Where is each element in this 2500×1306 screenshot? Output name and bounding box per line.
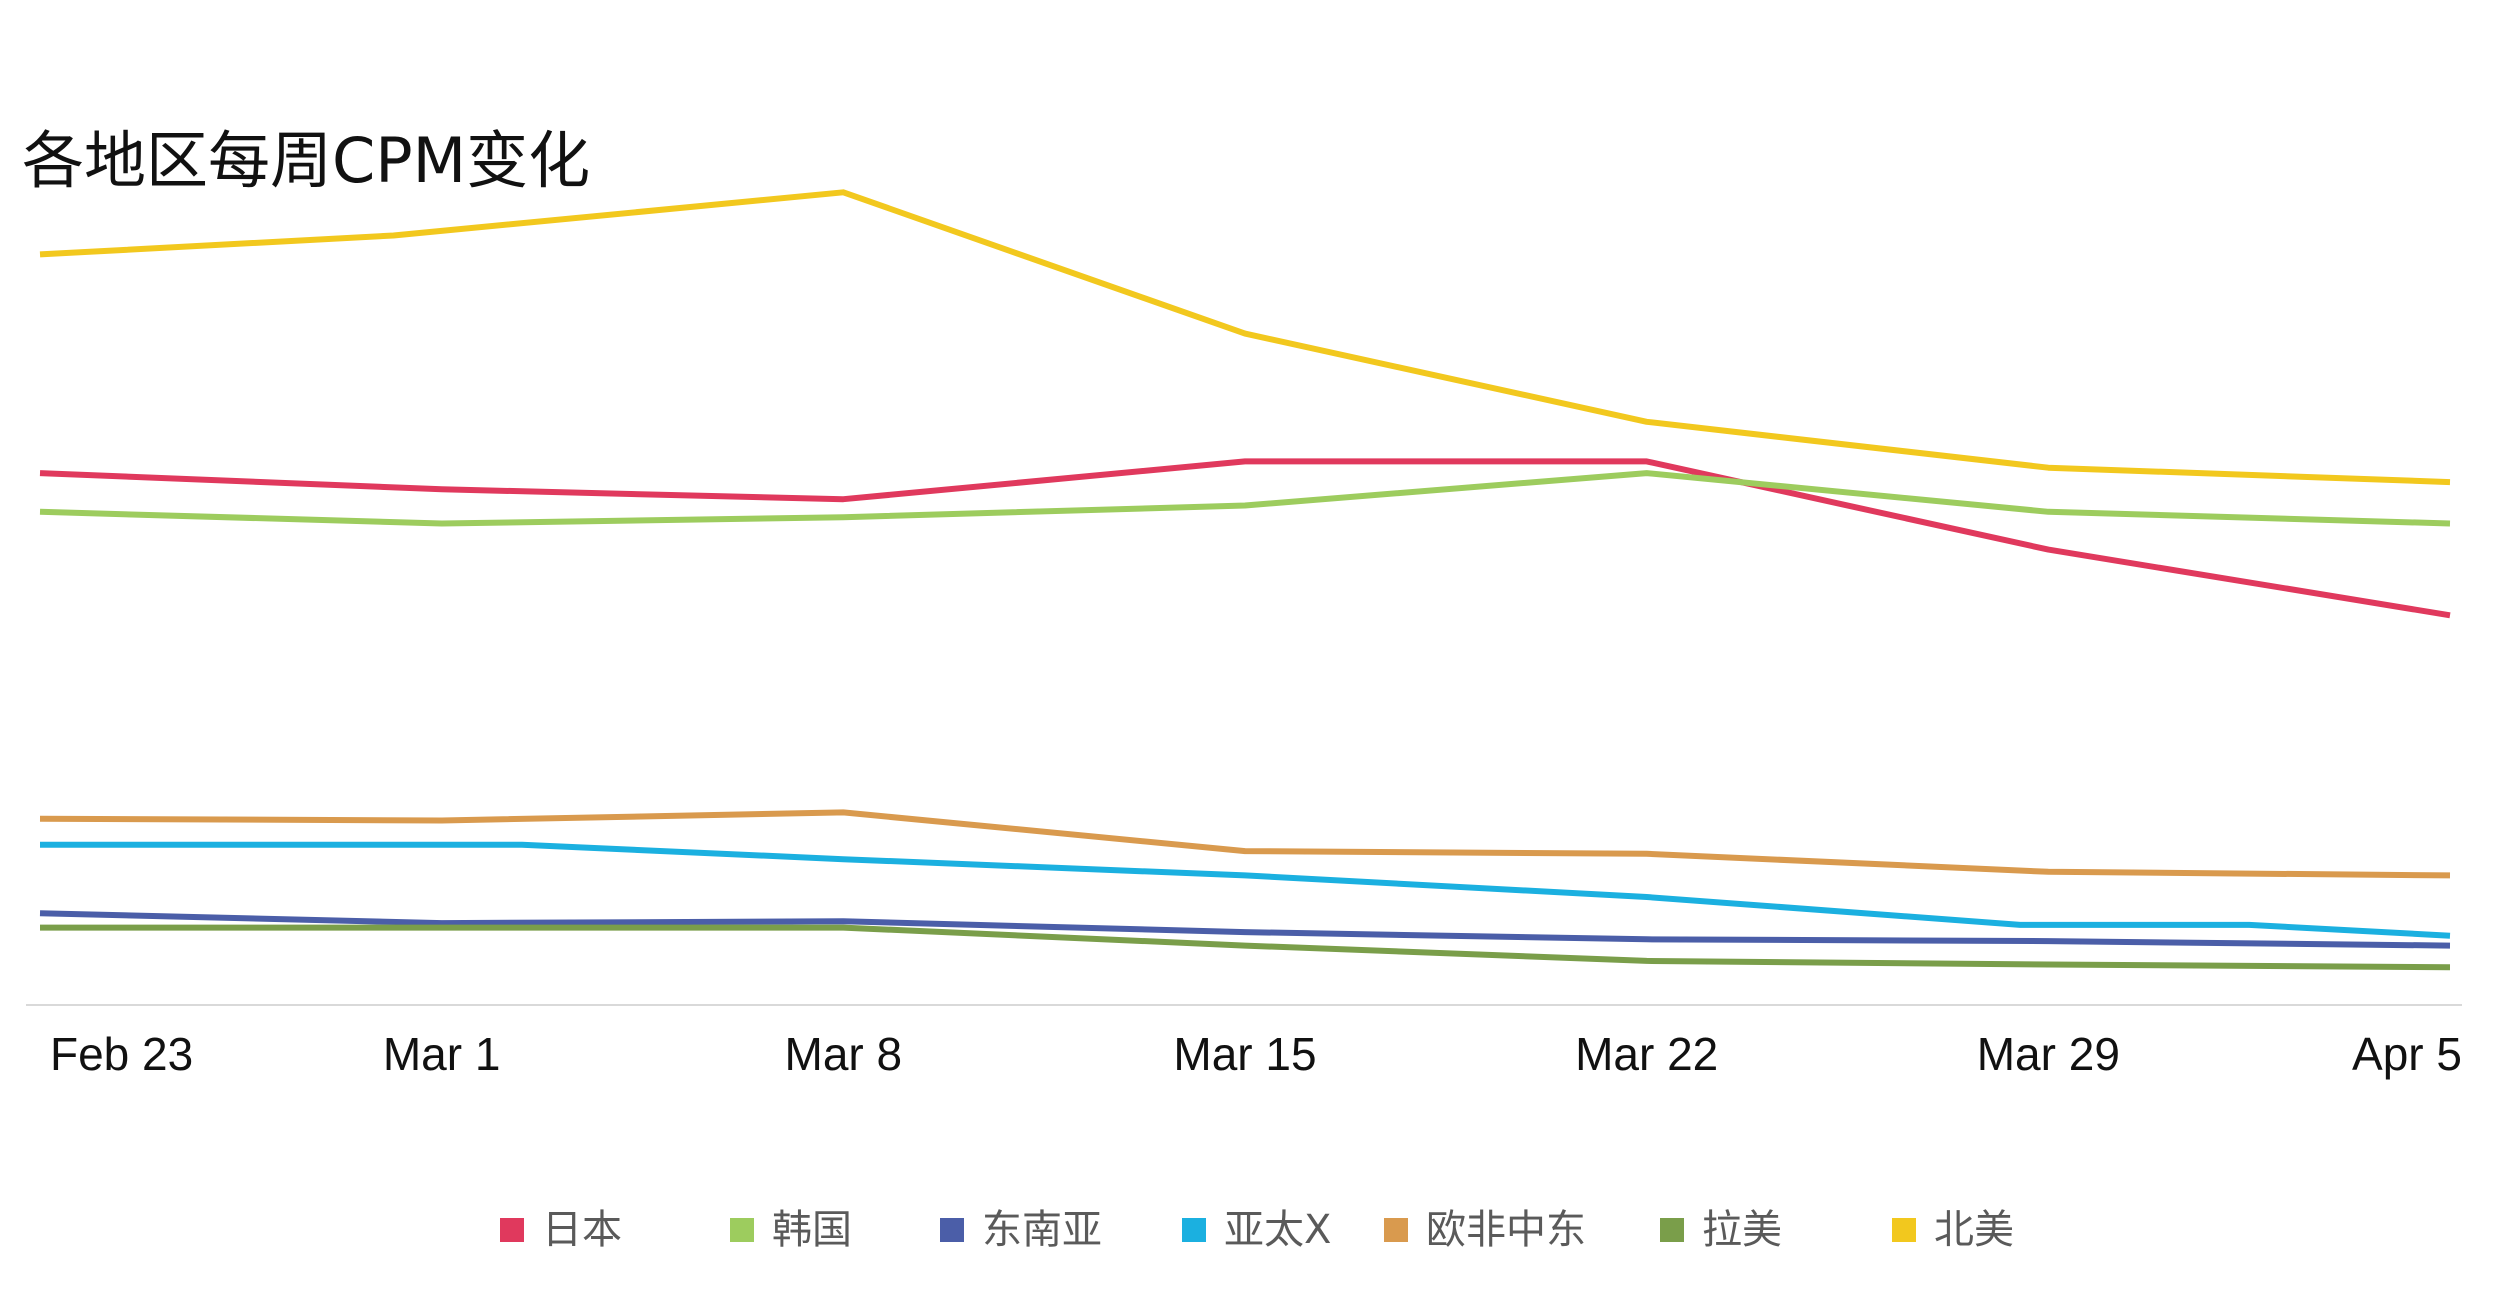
x-tick-label: Mar 29 bbox=[1977, 1028, 2120, 1080]
legend-label: 亚太X bbox=[1224, 1207, 1331, 1253]
chart-title: 各地区每周CPM变化 bbox=[22, 124, 590, 197]
x-tick-label: Mar 22 bbox=[1575, 1028, 1718, 1080]
x-tick-label: Mar 15 bbox=[1173, 1028, 1316, 1080]
series-line-3 bbox=[40, 841, 2451, 939]
legend-swatch bbox=[1892, 1218, 1916, 1242]
legend-swatch bbox=[1182, 1218, 1206, 1242]
legend-item[interactable]: 韩国 bbox=[730, 1207, 852, 1253]
legend-swatch bbox=[730, 1218, 754, 1242]
legend-swatch bbox=[940, 1218, 964, 1242]
series-line-5 bbox=[40, 924, 2451, 971]
legend-label: 欧非中东 bbox=[1426, 1207, 1586, 1253]
legend-label: 韩国 bbox=[772, 1207, 852, 1253]
series-line-2 bbox=[39, 910, 2451, 949]
legend-swatch bbox=[500, 1218, 524, 1242]
x-tick-label: Apr 5 bbox=[2352, 1028, 2462, 1080]
legend-label: 北美 bbox=[1934, 1207, 2014, 1253]
legend: 日本 韩国 东南亚 亚太X 欧非中东 拉美 北美 bbox=[500, 1207, 2014, 1253]
x-tick-label: Feb 23 bbox=[50, 1028, 193, 1080]
legend-item[interactable]: 欧非中东 bbox=[1384, 1207, 1586, 1253]
legend-item[interactable]: 亚太X bbox=[1182, 1207, 1331, 1253]
legend-item[interactable]: 拉美 bbox=[1660, 1207, 1782, 1253]
legend-swatch bbox=[1660, 1218, 1684, 1242]
legend-item[interactable]: 日本 bbox=[500, 1207, 622, 1253]
series-line-0 bbox=[39, 458, 2451, 619]
x-axis-ticks: Feb 23 Mar 1 Mar 8 Mar 15 Mar 22 Mar 29 Apr 5 bbox=[50, 1028, 2462, 1080]
x-tick-label: Mar 8 bbox=[785, 1028, 903, 1080]
legend-label: 东南亚 bbox=[982, 1207, 1102, 1253]
legend-item[interactable]: 北美 bbox=[1892, 1207, 2014, 1253]
legend-label: 拉美 bbox=[1702, 1207, 1782, 1253]
legend-label: 日本 bbox=[542, 1207, 622, 1253]
series-layer bbox=[39, 189, 2451, 971]
series-line-4 bbox=[39, 809, 2451, 879]
legend-swatch bbox=[1384, 1218, 1408, 1242]
x-tick-label: Mar 1 bbox=[383, 1028, 501, 1080]
series-line-1 bbox=[39, 470, 2451, 527]
legend-item[interactable]: 东南亚 bbox=[940, 1207, 1102, 1253]
series-line-6 bbox=[39, 189, 2451, 486]
